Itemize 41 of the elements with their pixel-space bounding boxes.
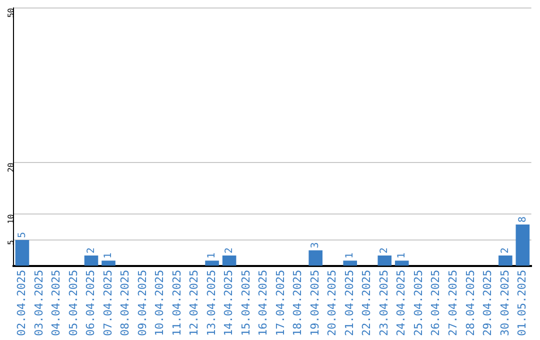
x-tick-label: 26.04.2025: [429, 270, 442, 336]
x-tick-label: 09.04.2025: [136, 270, 149, 336]
x-tick-label: 21.04.2025: [342, 270, 356, 336]
x-tick-label: 02.04.2025: [15, 270, 28, 336]
x-tick-label: 28.04.2025: [464, 270, 477, 336]
x-tick-label: 25.04.2025: [412, 270, 425, 336]
x-tick-label: 06.04.2025: [84, 270, 98, 336]
x-tick-label: 24.04.2025: [394, 270, 408, 336]
x-tick-label: 04.04.2025: [50, 270, 63, 336]
x-tick-label: 10.04.2025: [153, 270, 166, 336]
data-label: 1: [103, 252, 114, 259]
x-tick-label: 19.04.2025: [308, 270, 322, 336]
x-tick-label: 08.04.2025: [118, 270, 132, 336]
x-tick-label: 29.04.2025: [481, 270, 494, 336]
x-tick-label: 30.04.2025: [498, 270, 512, 336]
x-tick-label: 12.04.2025: [188, 270, 201, 336]
x-tick-label: 22.04.2025: [360, 270, 374, 336]
x-tick-label: 07.04.2025: [101, 270, 114, 336]
data-label: 2: [379, 247, 390, 254]
x-tick-label: 18.04.2025: [291, 270, 304, 336]
x-tick-label: 27.04.2025: [446, 270, 460, 336]
x-tick-label: 01.05.2025: [516, 270, 529, 336]
x-tick-label: 15.04.2025: [239, 270, 252, 336]
x-tick-label: 14.04.2025: [222, 270, 236, 336]
x-tick-label: 05.04.2025: [66, 270, 80, 336]
data-label: 5: [16, 232, 28, 238]
data-label: 1: [344, 252, 356, 259]
x-tick-label: 03.04.2025: [32, 270, 46, 336]
x-tick-label: 17.04.2025: [274, 270, 287, 336]
x-tick-label: 23.04.2025: [377, 270, 390, 336]
data-label: 2: [224, 247, 235, 254]
x-tick-label: 11.04.2025: [170, 270, 184, 336]
x-tick-label: 16.04.2025: [256, 270, 270, 336]
data-label: 1: [206, 252, 218, 259]
data-label: 2: [500, 247, 512, 254]
x-tick-label: 13.04.2025: [204, 270, 218, 336]
x-tick-label: 20.04.2025: [326, 270, 339, 336]
data-label: 1: [396, 252, 408, 259]
data-label: 8: [517, 216, 528, 223]
data-label: 2: [86, 247, 97, 254]
data-label: 3: [310, 242, 322, 248]
